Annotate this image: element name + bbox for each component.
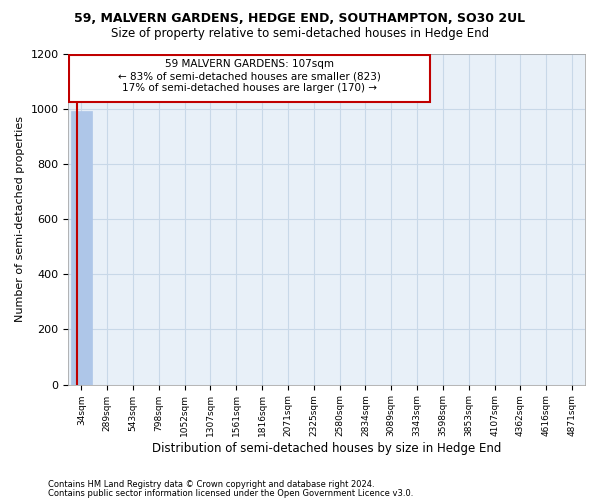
X-axis label: Distribution of semi-detached houses by size in Hedge End: Distribution of semi-detached houses by … — [152, 442, 502, 455]
Text: Size of property relative to semi-detached houses in Hedge End: Size of property relative to semi-detach… — [111, 28, 489, 40]
Text: ← 83% of semi-detached houses are smaller (823): ← 83% of semi-detached houses are smalle… — [118, 71, 381, 81]
Text: Contains public sector information licensed under the Open Government Licence v3: Contains public sector information licen… — [48, 488, 413, 498]
Text: 59, MALVERN GARDENS, HEDGE END, SOUTHAMPTON, SO30 2UL: 59, MALVERN GARDENS, HEDGE END, SOUTHAMP… — [74, 12, 526, 26]
Y-axis label: Number of semi-detached properties: Number of semi-detached properties — [15, 116, 25, 322]
Text: Contains HM Land Registry data © Crown copyright and database right 2024.: Contains HM Land Registry data © Crown c… — [48, 480, 374, 489]
Bar — [71, 111, 92, 384]
Text: 17% of semi-detached houses are larger (170) →: 17% of semi-detached houses are larger (… — [122, 84, 377, 94]
FancyBboxPatch shape — [69, 56, 430, 102]
Text: 59 MALVERN GARDENS: 107sqm: 59 MALVERN GARDENS: 107sqm — [165, 58, 334, 68]
